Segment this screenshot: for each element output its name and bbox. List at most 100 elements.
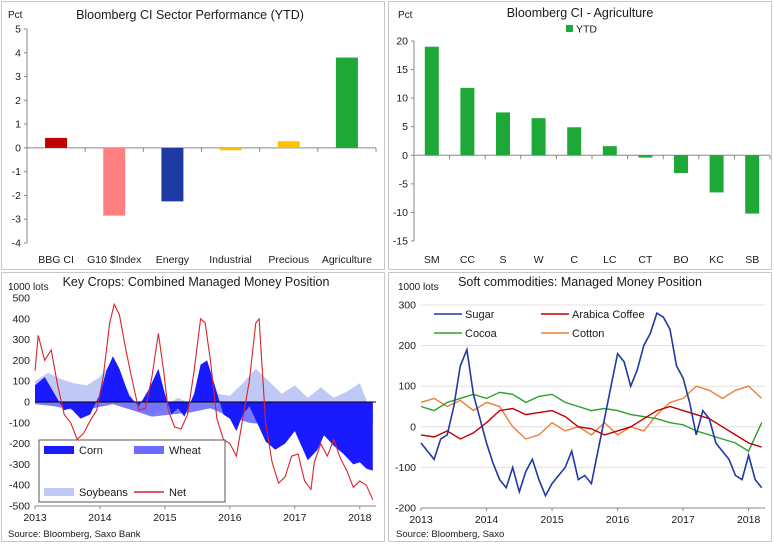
y-tick-label: 20 [396, 36, 408, 48]
x-category-label: BO [673, 254, 688, 266]
bar-sm [424, 46, 439, 156]
x-category-label: Energy [156, 254, 190, 266]
x-category-label: Precious [268, 254, 309, 266]
soft-commodities-chart: Soft commodities: Managed Money Position… [395, 275, 765, 540]
y-tick-label: 300 [398, 300, 416, 312]
x-category-label: C [570, 254, 578, 266]
y-tick-label: -2 [12, 190, 21, 202]
panel-sector-performance [1, 1, 385, 270]
y-tick-label: 5 [15, 24, 21, 36]
legend-label-soybeans: Soybeans [79, 487, 128, 499]
x-tick-label: 2014 [88, 512, 112, 524]
bar-g10-index [103, 147, 126, 216]
bar-bbg-ci [45, 137, 68, 148]
x-tick-label: 2018 [348, 512, 372, 524]
x-category-label: G10 $Index [87, 254, 142, 266]
y-tick-label: 100 [398, 381, 416, 393]
chart-title: Bloomberg CI Sector Performance (YTD) [76, 8, 304, 22]
y-tick-label: -1 [12, 166, 21, 178]
bar-bo [674, 155, 688, 173]
y-tick-label: 2 [15, 95, 21, 107]
bar-sb [745, 155, 760, 214]
y-tick-label: -200 [9, 438, 30, 450]
x-tick-label: 2017 [283, 512, 307, 524]
y-tick-label: 500 [12, 293, 30, 305]
y-tick-label: -4 [12, 238, 21, 250]
sector-performance-chart: Bloomberg CI Sector Performance (YTD) Pc… [8, 8, 377, 266]
series-line-cocoa [420, 391, 763, 453]
legend: Corn Wheat Soybeans Net [38, 439, 226, 503]
key-crops-chart: Key Crops: Combined Managed Money Positi… [8, 275, 376, 540]
agriculture-chart: Bloomberg CI - Agriculture Pct YTD 20 15 1… [393, 6, 771, 266]
y-tick-label: 200 [12, 355, 30, 367]
legend-label-corn: Corn [79, 445, 103, 457]
y-tick-label: -10 [393, 207, 408, 219]
y-tick-label: -300 [9, 459, 30, 471]
x-category-label: Industrial [209, 254, 252, 266]
y-tick-label: 15 [396, 64, 408, 76]
x-category-label: W [534, 254, 544, 266]
x-tick-label: 2015 [540, 514, 564, 526]
legend-swatch-wheat [134, 446, 164, 454]
x-tick-label: 2017 [671, 514, 695, 526]
x-category-label: Agriculture [322, 254, 372, 266]
bar-s [496, 112, 510, 156]
chart-title: Bloomberg CI - Agriculture [507, 6, 654, 20]
y-tick-label: 10 [396, 93, 408, 105]
x-category-label: SB [745, 254, 759, 266]
y-unit-label: Pct [398, 10, 413, 21]
x-category-label: BBG CI [38, 254, 74, 266]
y-unit-label: 1000 lots [398, 282, 439, 293]
legend-label-arabica: Arabica Coffee [572, 309, 645, 321]
series-line-sugar [420, 311, 763, 498]
x-tick-label: 2016 [606, 514, 630, 526]
legend: Sugar Arabica Coffee Cocoa Cotton [434, 309, 645, 340]
bar-industrial [219, 147, 242, 151]
legend-swatch-soybeans [44, 488, 74, 496]
y-tick-label: -3 [12, 214, 21, 226]
y-tick-label: 0 [410, 421, 416, 433]
legend-label-wheat: Wheat [169, 445, 201, 457]
bar-agriculture [335, 57, 358, 148]
x-category-label: CC [460, 254, 476, 266]
legend-label-cocoa: Cocoa [465, 328, 498, 340]
legend-label-cotton: Cotton [572, 328, 604, 340]
y-tick-label: -15 [393, 236, 408, 248]
legend-swatch-ytd [566, 25, 573, 32]
x-tick-label: 2013 [409, 514, 433, 526]
bar-energy [161, 147, 184, 202]
x-tick-label: 2016 [218, 512, 242, 524]
y-tick-label: 5 [402, 121, 408, 133]
y-unit-label: 1000 lots [8, 282, 49, 293]
x-tick-label: 2015 [153, 512, 177, 524]
bar-cc [460, 87, 475, 156]
bar-precious [277, 141, 300, 148]
chart-title: Soft commodities: Managed Money Position [458, 275, 702, 289]
legend-swatch-corn [44, 446, 74, 454]
legend-label-ytd: YTD [576, 24, 597, 36]
source-note: Source: Bloomberg, Saxo Bank [8, 529, 141, 540]
y-tick-label: 4 [15, 47, 21, 59]
y-tick-label: 3 [15, 71, 21, 83]
y-tick-label: 200 [398, 340, 416, 352]
y-tick-label: 0 [24, 397, 30, 409]
x-category-label: KC [709, 254, 724, 266]
series-line-arabica-coffee [420, 405, 762, 448]
y-tick-label: 400 [12, 313, 30, 325]
legend-label-sugar: Sugar [465, 309, 495, 321]
bar-ct [638, 155, 653, 158]
bar-c [567, 127, 582, 156]
chart-title: Key Crops: Combined Managed Money Positi… [63, 275, 330, 289]
series-line-net [34, 302, 374, 501]
y-tick-label: -400 [9, 480, 30, 492]
y-tick-label: -100 [9, 417, 30, 429]
bar-kc [709, 155, 724, 193]
bar-w [531, 118, 546, 156]
y-tick-label: 0 [402, 150, 408, 162]
y-tick-label: 300 [12, 334, 30, 346]
bar-lc [602, 146, 617, 156]
series-area-corn [35, 356, 373, 471]
y-tick-label: 1 [15, 119, 21, 131]
y-tick-label: -5 [399, 178, 408, 190]
